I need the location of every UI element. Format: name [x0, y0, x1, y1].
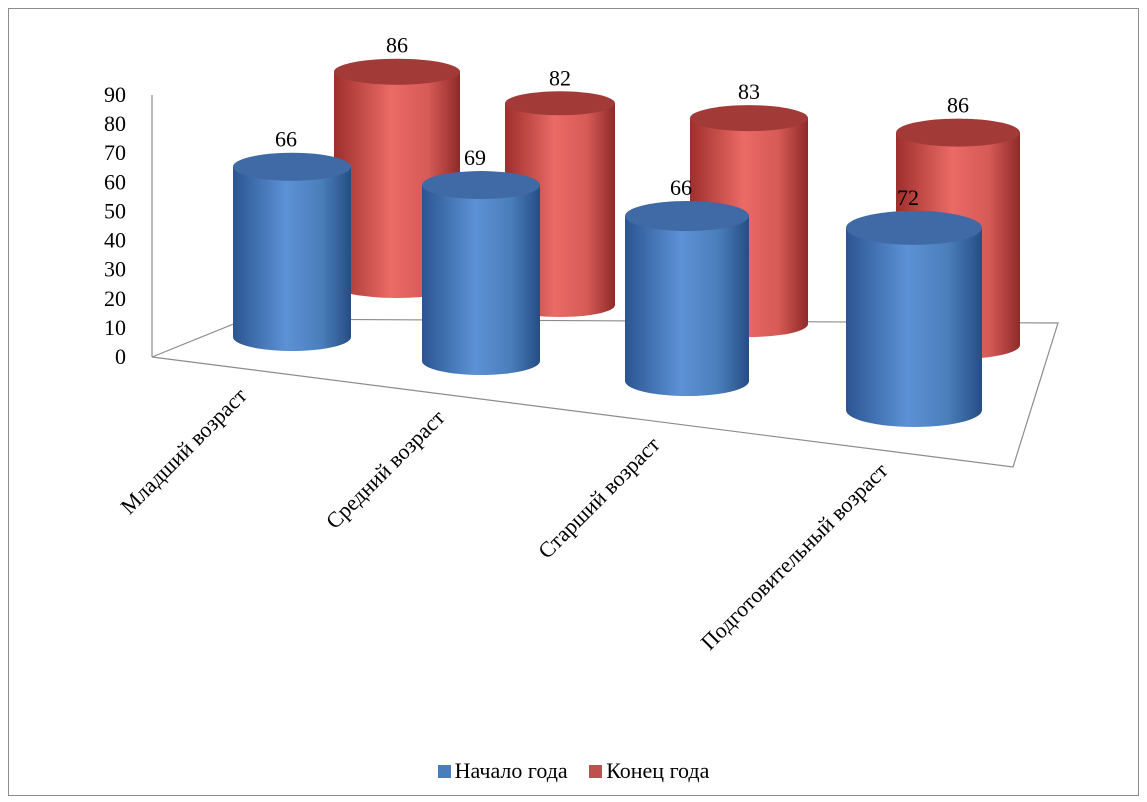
y-tick-label: 50	[104, 198, 126, 223]
floor-outline	[151, 318, 1059, 468]
bar-start-0	[233, 152, 351, 351]
data-labels: 86 82 83 86 66 69 66 72	[275, 33, 969, 210]
y-axis-ticks: 0 10 20 30 40 50 60 70 80 90	[104, 82, 126, 369]
data-label: 66	[670, 175, 692, 200]
series-cylinders	[233, 58, 1020, 427]
data-label: 86	[386, 33, 408, 58]
y-tick-label: 40	[104, 228, 126, 253]
y-tick-label: 30	[104, 257, 126, 282]
data-label: 86	[947, 93, 969, 118]
legend-item-series-1: Начало года	[437, 758, 568, 784]
cylinder-top	[233, 152, 351, 181]
y-tick-label: 90	[104, 82, 126, 107]
legend-swatch-series-1	[437, 765, 451, 778]
bar-start-1	[422, 171, 540, 375]
bar-start-3	[846, 210, 982, 427]
cylinder-top	[896, 118, 1020, 147]
floor-and-walls	[151, 95, 1059, 468]
cylinder-body	[422, 185, 540, 375]
y-tick-label: 10	[104, 315, 126, 340]
x-tick-label: Младший возраст	[115, 383, 251, 519]
y-tick-label: 0	[115, 344, 126, 369]
y-tick-label: 20	[104, 286, 126, 311]
legend-item-series-2: Конец года	[589, 758, 709, 784]
data-label: 69	[464, 145, 486, 170]
cylinder-body	[625, 216, 749, 396]
data-label: 66	[275, 127, 297, 152]
cylinder-top	[422, 171, 540, 200]
bar-start-2	[625, 201, 749, 396]
cylinder-top	[625, 201, 749, 231]
y-tick-label: 60	[104, 169, 126, 194]
x-tick-label: Средний возраст	[321, 405, 450, 534]
legend-label-series-1: Начало года	[454, 758, 568, 783]
legend-label-series-2: Конец года	[606, 758, 710, 783]
legend-swatch-series-2	[589, 765, 603, 778]
cylinder-top	[505, 91, 615, 116]
x-tick-label: Старший возраст	[533, 432, 665, 564]
data-label: 82	[549, 65, 571, 90]
cylinder-top	[846, 210, 982, 245]
cylinder-body	[846, 227, 982, 427]
y-tick-label: 80	[104, 111, 126, 136]
cylinder-top	[334, 58, 460, 85]
x-tick-label: Подготовительный возраст	[696, 458, 893, 655]
category-labels: Младший возраст Средний возраст Старший во…	[115, 383, 892, 655]
cylinder-body	[233, 166, 351, 351]
cylinder-top	[690, 105, 808, 132]
y-tick-label: 70	[104, 140, 126, 165]
data-label: 72	[897, 185, 919, 210]
data-label: 83	[738, 79, 760, 104]
legend: Начало года Конец года	[0, 758, 1147, 784]
